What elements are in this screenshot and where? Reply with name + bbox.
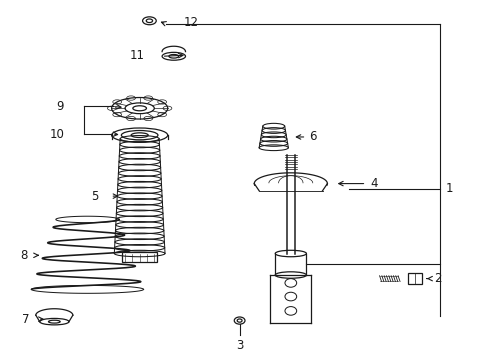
Text: 4: 4 [369, 177, 377, 190]
Text: 8: 8 [20, 249, 27, 262]
Bar [122, 252, 157, 262]
Text: 9: 9 [57, 100, 64, 113]
Text: 11: 11 [129, 49, 144, 62]
Text: 5: 5 [91, 190, 98, 203]
Text: 3: 3 [235, 338, 243, 351]
Text: 6: 6 [309, 130, 316, 144]
Text: 2: 2 [433, 272, 440, 285]
Text: 12: 12 [183, 17, 198, 30]
Text: 7: 7 [22, 312, 30, 326]
Text: 10: 10 [49, 127, 64, 141]
Text: 1: 1 [445, 183, 452, 195]
